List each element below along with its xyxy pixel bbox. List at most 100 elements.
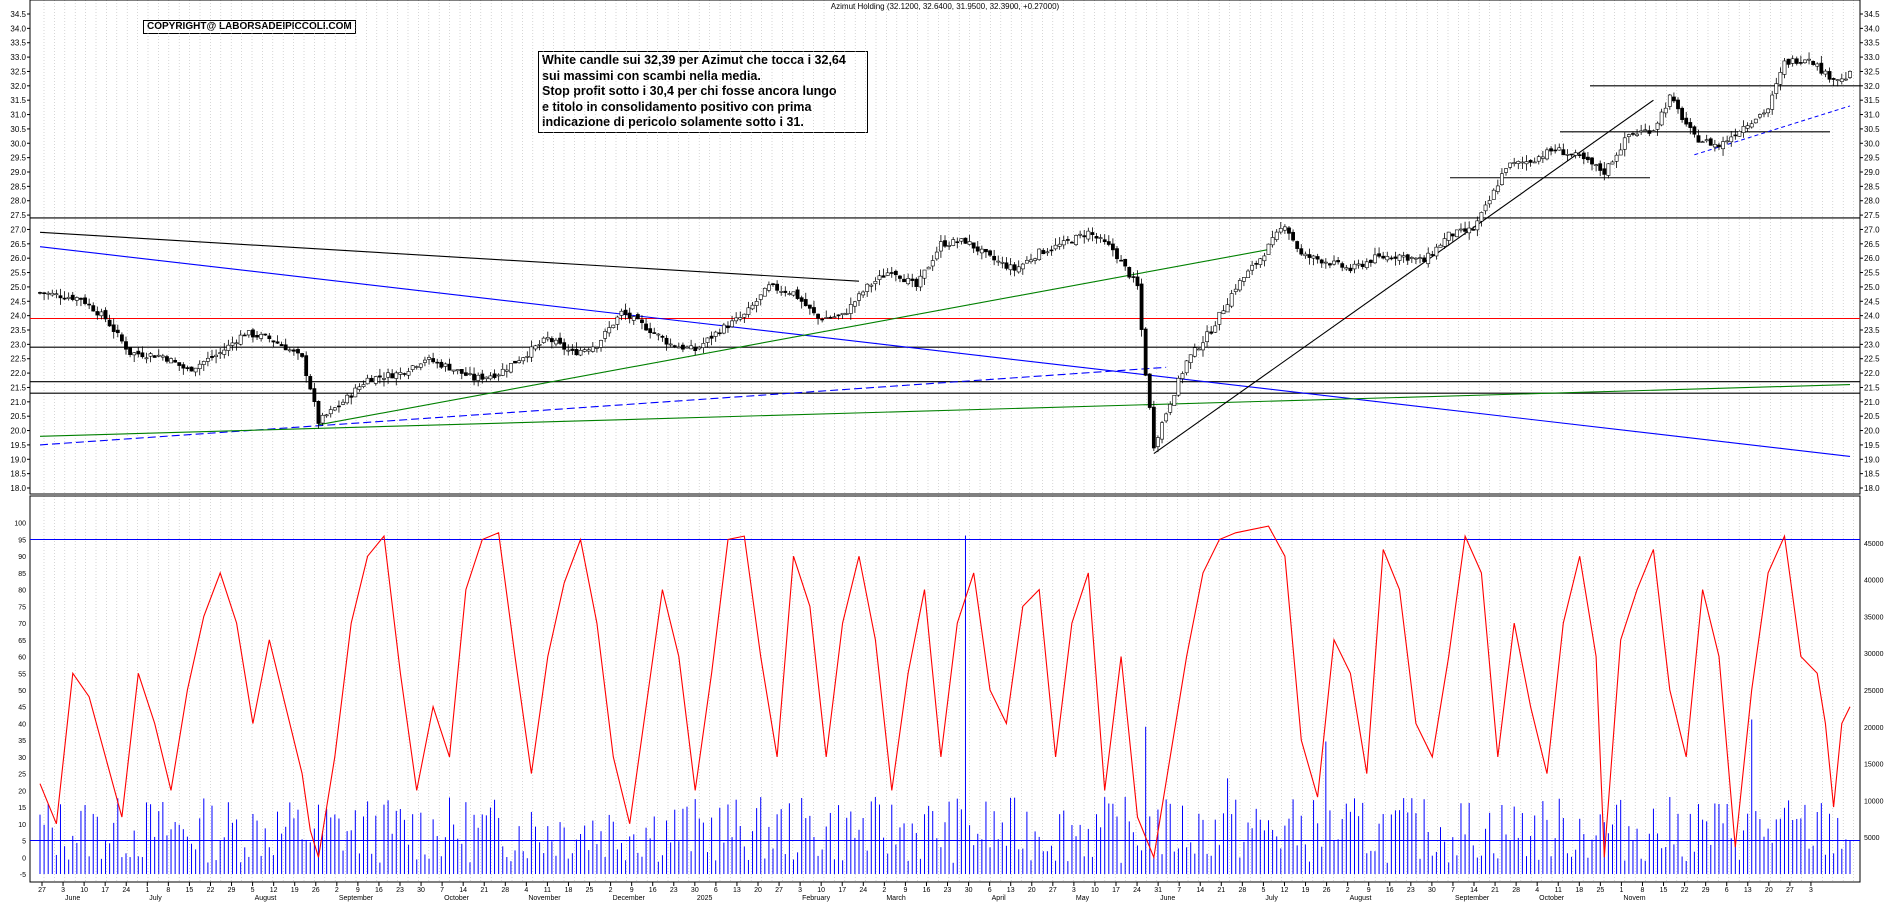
candle-body <box>717 332 722 335</box>
candle-body <box>1254 263 1259 265</box>
candle-body <box>1655 122 1660 130</box>
candle-body <box>1078 233 1083 236</box>
y-tick-label-right: 18.0 <box>1864 484 1880 493</box>
candle-body <box>726 325 730 329</box>
candle-body <box>1565 154 1570 156</box>
candle-body <box>996 260 1001 263</box>
candle-body <box>1532 161 1537 164</box>
y-tick-label-left: 27.0 <box>10 225 26 234</box>
candle-body <box>1205 331 1209 342</box>
osc-tick-label: 15 <box>18 805 26 812</box>
y-tick-label-right: 23.0 <box>1864 340 1880 349</box>
candle-body <box>1672 96 1676 102</box>
candle-body <box>1475 220 1480 231</box>
osc-tick-label: 95 <box>18 537 26 544</box>
candle-body <box>578 350 583 356</box>
candle-body <box>111 324 116 332</box>
candle-body <box>992 255 997 261</box>
candle-body <box>99 311 104 317</box>
candle-body <box>1434 246 1439 257</box>
x-day-label: 15 <box>1660 887 1668 894</box>
candle-body <box>1278 228 1283 233</box>
candle-body <box>1246 270 1250 278</box>
candle-body <box>160 355 165 358</box>
x-month-label: June <box>65 895 80 902</box>
x-day-label: 22 <box>207 887 215 894</box>
y-tick-label-right: 23.5 <box>1864 326 1880 335</box>
candle-body <box>1115 248 1119 260</box>
x-day-label: 10 <box>817 887 825 894</box>
candle-body <box>582 349 587 352</box>
candle-body <box>959 238 964 242</box>
x-day-label: 9 <box>903 887 907 894</box>
candle-body <box>1348 267 1353 272</box>
candle-body <box>500 368 505 376</box>
candle-body <box>1471 229 1476 231</box>
x-day-label: 29 <box>228 887 236 894</box>
trend-line <box>39 246 1851 457</box>
candle-body <box>1749 123 1754 128</box>
y-tick-label-left: 19.5 <box>10 441 26 450</box>
candle-body <box>910 278 915 281</box>
y-tick-label-left: 33.5 <box>10 39 26 48</box>
x-day-label: 27 <box>775 887 783 894</box>
candle-body <box>1483 204 1488 212</box>
candle-body <box>668 343 673 346</box>
candle-body <box>1242 277 1246 282</box>
candle-body <box>791 291 796 296</box>
candle-body <box>967 241 972 245</box>
candle-body <box>279 344 284 347</box>
x-day-label: 11 <box>1555 887 1562 894</box>
candle-body <box>685 346 689 349</box>
y-tick-label-right: 25.5 <box>1864 269 1880 278</box>
candle-body <box>291 349 296 352</box>
candle-body <box>590 346 595 352</box>
candle-body <box>1033 258 1037 261</box>
candle-body <box>1192 347 1197 357</box>
candle-body <box>1729 136 1734 143</box>
x-day-label: 7 <box>440 887 444 894</box>
candle-body <box>1733 134 1738 137</box>
candle-body <box>1045 251 1050 254</box>
trend-line <box>39 384 1851 437</box>
candle-body <box>144 357 149 360</box>
candle-body <box>1344 267 1349 270</box>
candle-body <box>255 335 259 338</box>
y-tick-label-right: 25.0 <box>1864 283 1880 292</box>
osc-tick-label: 10 <box>18 822 26 829</box>
y-tick-label-right: 22.5 <box>1864 355 1880 364</box>
candle-body <box>1094 236 1099 239</box>
candle-body <box>1074 235 1078 245</box>
candle-body <box>468 373 472 375</box>
x-day-label: 9 <box>356 887 360 894</box>
candle-body <box>1393 256 1398 259</box>
candle-body <box>242 334 247 337</box>
osc-tick-label: 55 <box>18 671 26 678</box>
candle-body <box>1549 148 1553 152</box>
candle-body <box>402 373 407 375</box>
candle-body <box>656 333 661 336</box>
y-tick-label-left: 27.5 <box>10 211 26 220</box>
x-day-label: 21 <box>480 887 488 894</box>
candle-body <box>1594 164 1599 166</box>
y-tick-label-right: 29.0 <box>1864 168 1880 177</box>
candle-body <box>50 292 55 296</box>
candle-body <box>1794 58 1799 64</box>
candle-body <box>1176 377 1181 396</box>
x-day-label: 13 <box>1007 887 1015 894</box>
candle-body <box>1237 280 1242 291</box>
y-tick-label-left: 19.0 <box>10 455 26 464</box>
candle-body <box>509 363 513 373</box>
candle-body <box>701 343 706 348</box>
y-tick-label-left: 30.0 <box>10 139 26 148</box>
candle-body <box>1323 261 1328 264</box>
candle-body <box>152 355 157 358</box>
candle-body <box>930 260 935 267</box>
y-tick-label-right: 26.5 <box>1864 240 1880 249</box>
candle-body <box>251 329 255 338</box>
candle-body <box>1803 59 1807 64</box>
candle-body <box>521 357 526 362</box>
candle-body <box>549 338 554 343</box>
x-day-label: 25 <box>1596 887 1604 894</box>
candle-body <box>853 301 857 307</box>
